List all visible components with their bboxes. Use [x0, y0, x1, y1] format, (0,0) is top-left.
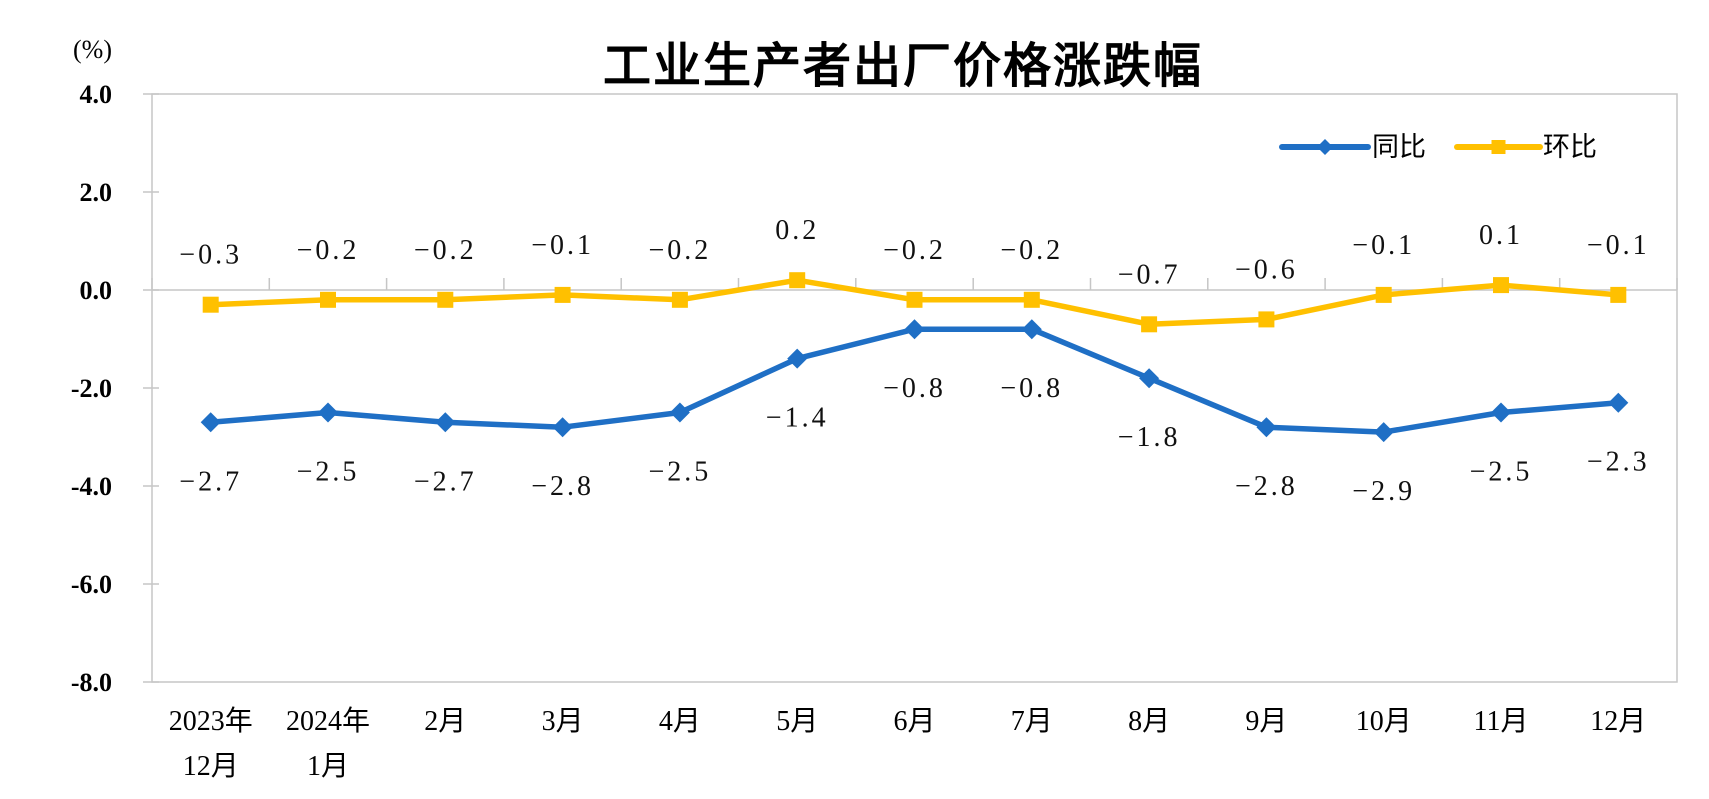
- tongbi-diamond-marker: [1373, 422, 1394, 443]
- chart-title: 工业生产者出厂价格涨跌幅: [603, 40, 1203, 93]
- legend-label: 同比: [1372, 132, 1426, 162]
- huanbi-data-label: −0.1: [1587, 230, 1650, 261]
- huanbi-square-marker: [1141, 316, 1158, 333]
- huanbi-data-label: −0.2: [297, 235, 360, 266]
- tongbi-data-label: −1.4: [766, 403, 829, 434]
- tongbi-diamond-marker: [1021, 319, 1042, 340]
- tongbi-diamond-marker: [318, 402, 338, 423]
- huanbi-data-label: −0.2: [883, 235, 946, 266]
- tongbi-diamond-marker: [1139, 368, 1160, 389]
- huanbi-data-label: 0.1: [1479, 220, 1523, 251]
- tongbi-data-label: −2.5: [1470, 457, 1533, 488]
- tongbi-data-label: −2.3: [1587, 447, 1650, 478]
- x-axis-label: 2月: [424, 706, 466, 737]
- tongbi-diamond-marker: [1256, 417, 1277, 438]
- x-axis-labels: 2023年 12月 2024年 1月 2月 3月 4月 5月 6月 7月 8月 9月 10月 11月 12月: [169, 705, 1647, 782]
- x-axis-label: 9月: [1245, 706, 1287, 737]
- y-tick-label: -8.0: [71, 668, 112, 697]
- huanbi-square-marker: [320, 291, 336, 308]
- data-labels-group: −2.7 −2.5 −2.7 −2.8 −2.5 −1.4 −0.8 −0.8 −1.8 −2.8…: [179, 215, 1650, 507]
- huanbi-square-marker: [1023, 291, 1040, 308]
- huanbi-square-marker: [671, 291, 688, 308]
- tongbi-diamond-marker: [435, 412, 456, 433]
- series-huanbi: [202, 272, 1627, 333]
- x-axis-label: 5月: [776, 706, 818, 737]
- y-tick-label: -6.0: [71, 570, 112, 599]
- huanbi-square-marker: [554, 286, 571, 303]
- tongbi-diamond-marker: [1491, 402, 1511, 423]
- tongbi-data-label: −0.8: [1000, 373, 1063, 404]
- y-tick-label: -2.0: [71, 374, 112, 403]
- huanbi-data-label: −0.3: [179, 240, 242, 271]
- legend: 同比 环比: [1279, 132, 1597, 162]
- x-axis-label: 7月: [1011, 706, 1053, 737]
- tongbi-data-label: −2.5: [297, 457, 360, 488]
- series-tongbi: [200, 319, 1629, 443]
- legend-diamond-marker: [1317, 139, 1333, 155]
- x-axis-label: 11月: [1474, 706, 1529, 737]
- huanbi-square-marker: [906, 291, 923, 308]
- x-axis-label: 2024年 1月: [286, 705, 370, 782]
- legend-label: 环比: [1543, 132, 1597, 162]
- tongbi-data-label: −2.8: [531, 471, 594, 502]
- tongbi-data-label: −2.7: [414, 466, 477, 497]
- tongbi-data-label: −2.7: [179, 466, 242, 497]
- legend-square-marker: [1491, 140, 1506, 154]
- huanbi-data-label: 0.2: [775, 215, 819, 246]
- tongbi-data-label: −2.8: [1235, 471, 1298, 502]
- y-tick-label: 4.0: [80, 80, 113, 109]
- y-axis-labels: 4.0 2.0 0.0 -2.0 -4.0 -6.0 -8.0: [71, 80, 112, 697]
- huanbi-square-marker: [437, 291, 454, 308]
- series-group: [200, 272, 1629, 443]
- huanbi-data-label: −0.2: [649, 235, 712, 266]
- huanbi-square-marker: [1375, 286, 1392, 303]
- x-axis-label: 8月: [1128, 706, 1170, 737]
- huanbi-data-label: −0.2: [1000, 235, 1063, 266]
- x-axis-label: 3月: [542, 706, 584, 737]
- tongbi-data-label: −2.9: [1352, 476, 1415, 507]
- huanbi-square-marker: [1493, 277, 1509, 294]
- huanbi-data-label: −0.1: [531, 230, 594, 261]
- huanbi-data-label: −0.6: [1235, 254, 1298, 285]
- x-axis-label: 10月: [1356, 706, 1412, 737]
- tongbi-diamond-marker: [904, 319, 925, 340]
- tongbi-diamond-marker: [787, 348, 808, 369]
- huanbi-square-marker: [202, 296, 219, 313]
- y-tick-label: 0.0: [80, 276, 113, 305]
- tongbi-data-label: −0.8: [883, 373, 946, 404]
- y-tick-label: 2.0: [80, 178, 113, 207]
- tongbi-diamond-marker: [552, 417, 573, 438]
- x-axis-label: 4月: [659, 706, 701, 737]
- huanbi-data-label: −0.7: [1118, 259, 1181, 290]
- legend-item-huanbi: 环比: [1454, 132, 1597, 162]
- tongbi-diamond-marker: [200, 412, 221, 433]
- huanbi-square-marker: [789, 272, 806, 289]
- x-axis-label: 12月: [1590, 706, 1646, 737]
- huanbi-square-marker: [1610, 286, 1627, 303]
- x-axis-label: 2023年 12月: [169, 705, 253, 782]
- y-axis-unit-label: (%): [73, 35, 112, 64]
- x-axis-label: 6月: [893, 706, 935, 737]
- huanbi-data-label: −0.2: [414, 235, 477, 266]
- legend-item-tongbi: 同比: [1279, 132, 1426, 162]
- tongbi-data-label: −2.5: [649, 457, 712, 488]
- tongbi-diamond-marker: [1608, 392, 1629, 413]
- y-tick-label: -4.0: [71, 472, 112, 501]
- tongbi-data-label: −1.8: [1118, 422, 1181, 453]
- huanbi-data-label: −0.1: [1352, 230, 1415, 261]
- huanbi-square-marker: [1258, 311, 1275, 328]
- tongbi-diamond-marker: [669, 402, 690, 423]
